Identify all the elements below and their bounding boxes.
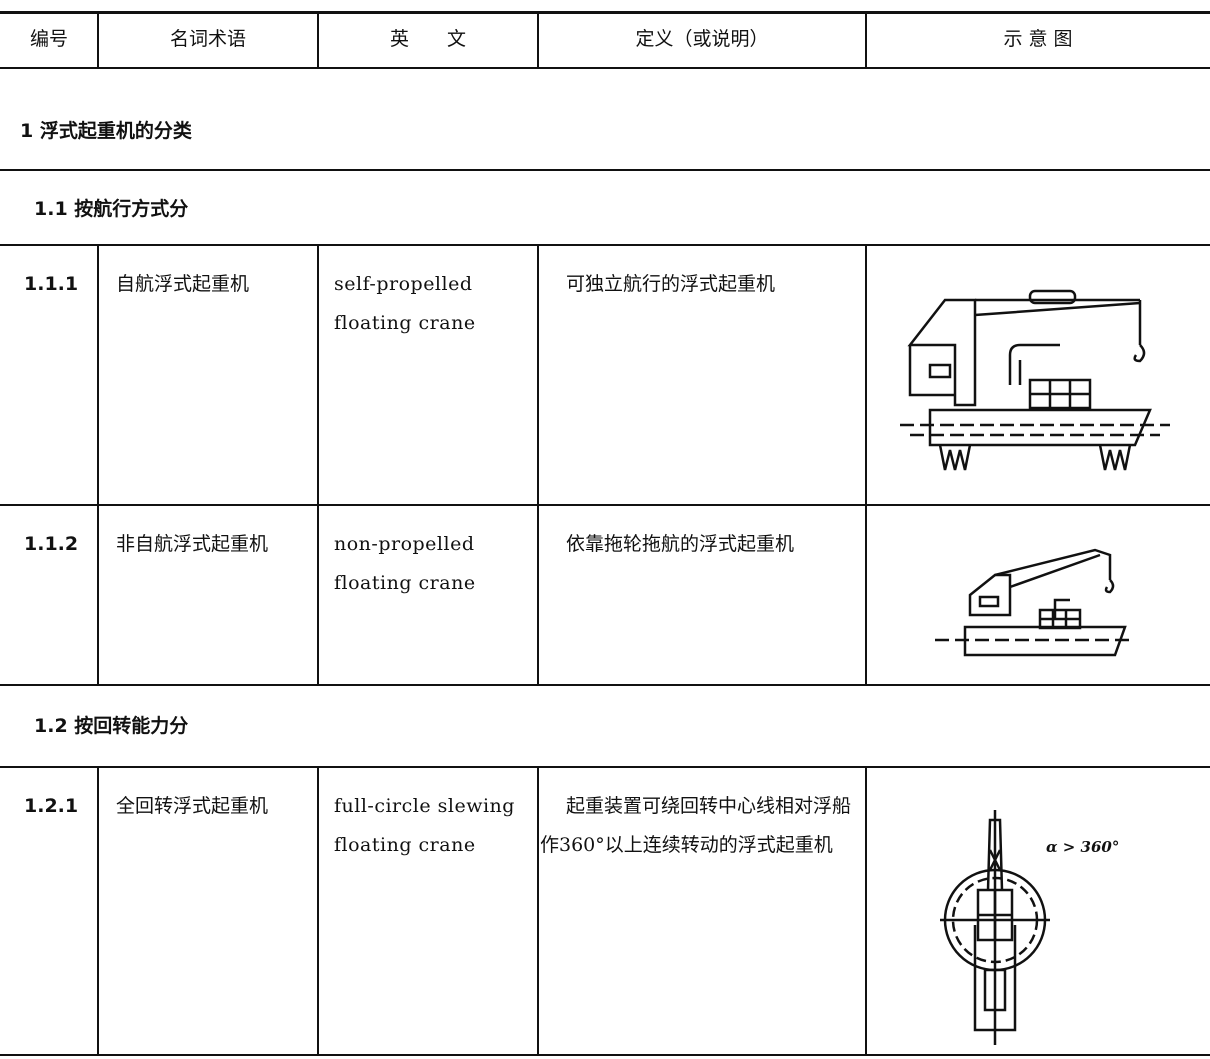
figure-full-circle-crane xyxy=(940,810,1050,1045)
column-rule xyxy=(97,767,99,1055)
figure-non-propelled-crane xyxy=(935,548,1135,657)
definition: 可独立航行的浮式起重机 xyxy=(566,273,776,295)
code: 1.1.1 xyxy=(24,273,79,295)
definition: 依靠拖轮拖航的浮式起重机 xyxy=(566,533,795,555)
rule xyxy=(0,684,1210,686)
subsection-heading: 1.2 按回转能力分 xyxy=(34,715,189,737)
rule xyxy=(0,766,1210,768)
header-cell: 示 意 图 xyxy=(1003,28,1073,50)
code: 1.1.2 xyxy=(24,533,79,555)
header-cell: 英 文 xyxy=(389,28,466,50)
rule xyxy=(0,504,1210,506)
figure-label: α > 360° xyxy=(1046,838,1120,856)
definition: 起重装置可绕回转中心线相对浮船作360°以上连续转动的浮式起重机 xyxy=(540,795,852,856)
column-rule xyxy=(537,767,539,1055)
rule xyxy=(0,244,1210,246)
column-rule xyxy=(97,245,99,685)
english: full-circle slewing floating crane xyxy=(334,795,515,856)
rule xyxy=(0,67,1210,69)
column-rule xyxy=(537,245,539,685)
column-rule xyxy=(317,245,319,685)
header-cell: 名词术语 xyxy=(169,28,246,50)
header-cell: 定义（或说明） xyxy=(635,28,769,50)
section-heading: 1 浮式起重机的分类 xyxy=(20,120,192,142)
column-rule xyxy=(865,767,867,1055)
header-cell: 编号 xyxy=(29,28,68,50)
code: 1.2.1 xyxy=(24,795,79,817)
rule xyxy=(0,11,1210,14)
subsection-heading: 1.1 按航行方式分 xyxy=(34,198,189,220)
term: 自航浮式起重机 xyxy=(116,273,250,295)
column-rule xyxy=(865,245,867,685)
column-rule xyxy=(317,12,319,68)
english: non-propelled floating crane xyxy=(334,533,476,594)
figure-self-propelled-crane xyxy=(900,289,1170,471)
column-rule xyxy=(317,767,319,1055)
column-rule xyxy=(865,12,867,68)
column-rule xyxy=(97,12,99,68)
column-rule xyxy=(537,12,539,68)
english: self-propelled floating crane xyxy=(334,273,476,334)
rule xyxy=(0,169,1210,171)
term: 全回转浮式起重机 xyxy=(116,795,269,817)
rule xyxy=(0,1054,1210,1056)
term: 非自航浮式起重机 xyxy=(116,533,269,555)
